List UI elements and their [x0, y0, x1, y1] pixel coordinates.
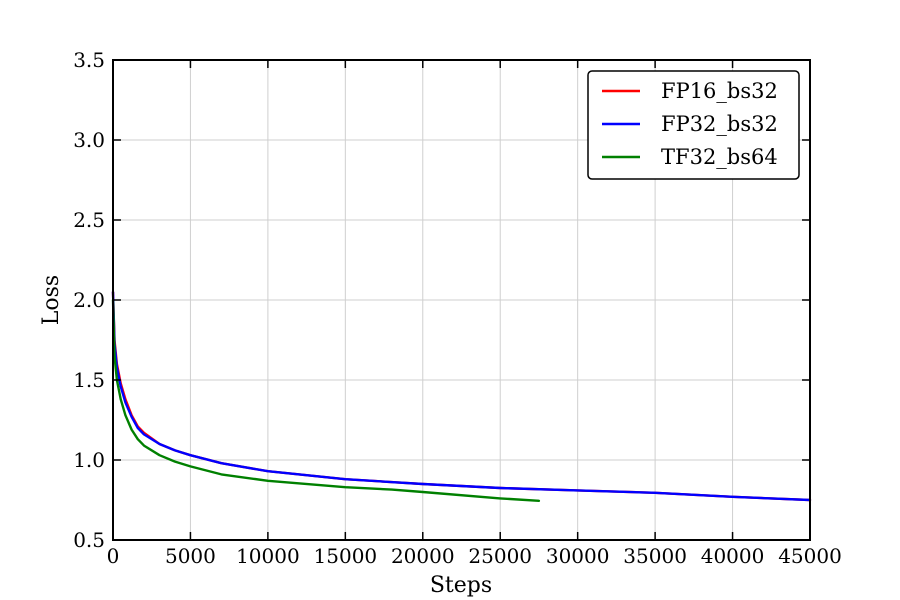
legend-label-fp32: FP32_bs32	[661, 112, 778, 136]
series-line-fp32-bs32	[111, 290, 812, 502]
x-tick-label: 20000	[391, 544, 455, 568]
x-axis-title: Steps	[430, 573, 492, 598]
x-tick-label: 5000	[165, 544, 216, 568]
legend: FP16_bs32 FP32_bs32 TF32_bs64	[587, 70, 800, 180]
axis-ticks	[112, 59, 811, 541]
y-tick-label: 3.0	[73, 128, 105, 152]
series-lines	[111, 290, 812, 502]
x-tick-labels: 0 5000 10000 15000 20000 25000 30000 35000 40000…	[107, 544, 842, 568]
y-tick-label: 0.5	[73, 528, 105, 552]
y-tick-label: 2.5	[73, 208, 105, 232]
y-axis-title: Loss	[39, 275, 64, 325]
series-line-fp16-bs32	[111, 290, 812, 502]
x-tick-label: 15000	[314, 544, 378, 568]
x-tick-label: 0	[107, 544, 120, 568]
x-tick-label: 25000	[468, 544, 532, 568]
y-tick-label: 2.0	[73, 288, 105, 312]
x-tick-label: 30000	[546, 544, 610, 568]
legend-label-fp16: FP16_bs32	[661, 79, 778, 103]
legend-box	[587, 70, 800, 180]
y-tick-label: 3.5	[73, 48, 105, 72]
x-tick-label: 45000	[778, 544, 842, 568]
y-tick-label: 1.5	[73, 368, 105, 392]
y-tick-label: 1.0	[73, 448, 105, 472]
x-tick-label: 40000	[701, 544, 765, 568]
series-line-tf32-bs64	[111, 298, 541, 502]
y-tick-labels: 0.5 1.0 1.5 2.0 2.5 3.0 3.5	[73, 48, 105, 552]
x-tick-label: 10000	[236, 544, 300, 568]
legend-label-tf32: TF32_bs64	[661, 145, 778, 169]
x-tick-label: 35000	[623, 544, 687, 568]
